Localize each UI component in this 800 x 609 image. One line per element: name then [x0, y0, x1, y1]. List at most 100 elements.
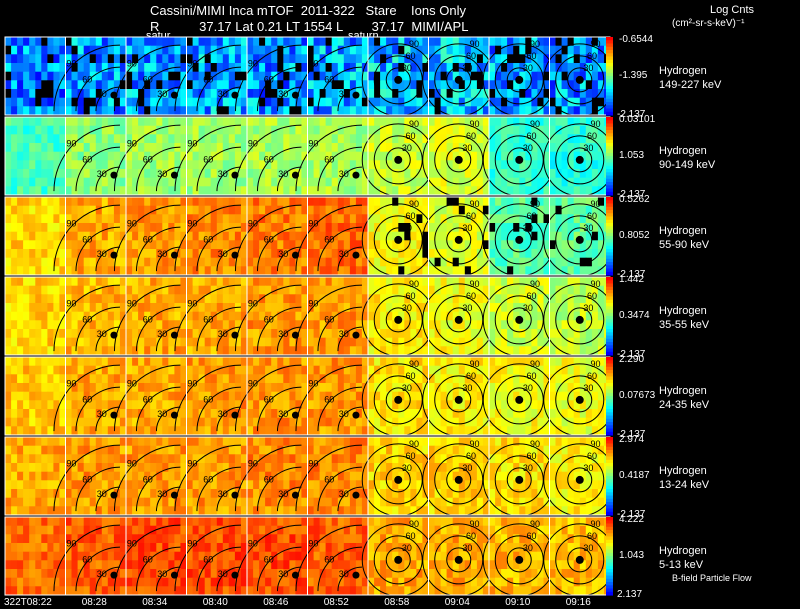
pixel: [458, 426, 466, 436]
pixel: [132, 37, 139, 47]
pixel: [29, 400, 36, 410]
pixel: [313, 205, 321, 215]
pixel: [537, 249, 544, 259]
contour-arc: [234, 284, 302, 352]
pixel: [591, 143, 599, 153]
pixel: [392, 205, 399, 215]
pixel: [543, 240, 550, 250]
pixel: [113, 277, 121, 287]
pixel: [150, 197, 157, 207]
pixel: [476, 257, 484, 267]
colorbar-segment: [606, 229, 613, 234]
pixel: [186, 391, 193, 401]
pixel: [585, 197, 593, 207]
pixel: [458, 143, 466, 153]
pixel: [180, 45, 187, 55]
contour-label: 30: [523, 143, 533, 153]
pixel: [301, 426, 308, 436]
pixel: [180, 169, 187, 179]
pixel: [59, 160, 66, 170]
contour-arc: [155, 246, 181, 272]
pixel: [482, 320, 490, 330]
pixel: [59, 320, 66, 330]
pixel: [17, 134, 24, 144]
pixel: [416, 169, 423, 179]
pixel: [501, 186, 508, 196]
pixel: [337, 400, 345, 410]
pixel: [476, 97, 484, 107]
pixel: [416, 311, 423, 321]
pixel: [53, 277, 60, 287]
pixel: [531, 303, 538, 313]
pixel: [495, 231, 502, 241]
contour-arc: [95, 246, 120, 272]
pixel: [464, 294, 472, 304]
pixel: [380, 169, 387, 179]
pixel: [531, 80, 538, 90]
pixel: [204, 80, 212, 90]
pixel: [59, 134, 66, 144]
pixel: [132, 374, 139, 384]
pixel: [470, 357, 478, 367]
pixel: [561, 346, 569, 356]
pixel: [180, 214, 187, 224]
pixel: [17, 374, 24, 384]
pixel: [95, 143, 103, 153]
pixel: [464, 197, 472, 207]
pixel: [313, 80, 321, 90]
pixel: [567, 320, 575, 330]
pixel: [59, 54, 66, 64]
pixel: [428, 294, 435, 304]
pixel: [392, 151, 399, 161]
pixel: [319, 205, 327, 215]
pixel: [35, 54, 42, 64]
pixel: [210, 169, 218, 179]
pixel: [277, 80, 284, 90]
pixel: [573, 374, 581, 384]
pixel: [380, 365, 387, 375]
pixel: [398, 214, 405, 224]
image-cell: [5, 37, 66, 116]
pixel: [428, 417, 435, 427]
pixel: [380, 143, 387, 153]
pixel: [71, 320, 78, 330]
pixel: [501, 205, 508, 215]
pixel: [428, 134, 435, 144]
pixel: [495, 80, 502, 90]
pixel: [361, 134, 369, 144]
pixel: [434, 329, 442, 339]
pixel: [113, 426, 121, 436]
pixel: [307, 186, 314, 196]
contour-label: 30: [278, 409, 288, 419]
pixel: [107, 257, 115, 267]
pixel: [392, 37, 399, 47]
pixel: [210, 374, 218, 384]
pixel: [210, 54, 218, 64]
plot-header: Cassini/MIMI Inca mTOF 2011-322 Stare Io…: [0, 0, 800, 42]
pixel: [29, 117, 36, 127]
pixel: [398, 303, 405, 313]
pixel: [585, 134, 593, 144]
pixel: [410, 125, 417, 135]
pixel: [162, 311, 169, 321]
pixel: [573, 285, 581, 295]
pixel: [482, 231, 490, 241]
pixel: [452, 346, 460, 356]
pixel: [180, 143, 187, 153]
pixel: [337, 417, 345, 427]
pixel: [95, 365, 103, 375]
pixel: [204, 134, 212, 144]
pixel: [271, 337, 278, 347]
pixel: [277, 45, 284, 55]
pixel: [549, 257, 556, 267]
pixel: [470, 231, 478, 241]
pixel: [507, 426, 514, 436]
contour-label: 30: [583, 143, 593, 153]
pixel: [301, 71, 308, 81]
pixel: [240, 45, 248, 55]
pixel: [289, 71, 296, 81]
pixel: [71, 186, 78, 196]
pixel: [277, 63, 284, 73]
